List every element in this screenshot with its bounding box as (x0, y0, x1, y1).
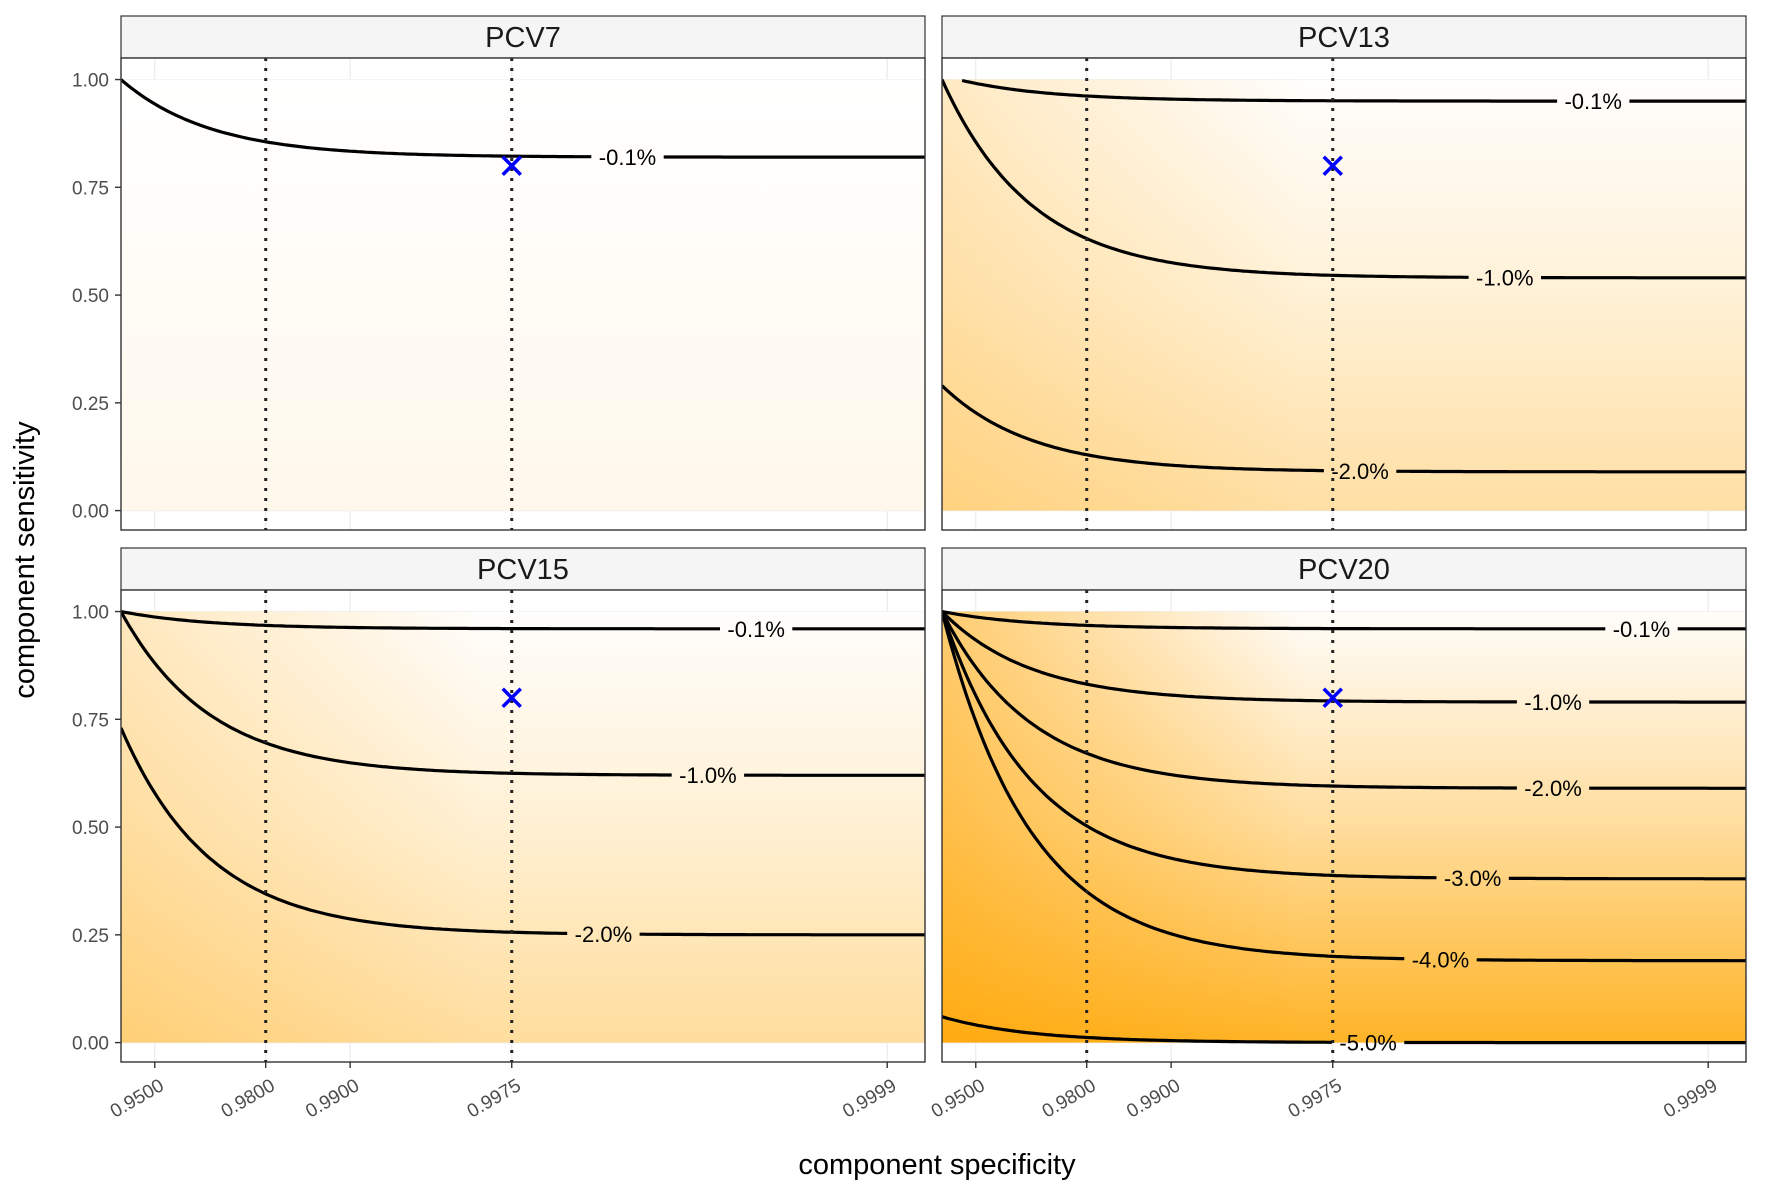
y-tick-label: 1.00 (72, 603, 109, 624)
x-tick-label: 0.9900 (302, 1075, 363, 1122)
marker-x (1322, 687, 1343, 709)
contour-line (121, 727, 925, 937)
y-tick-label: 1.00 (72, 71, 109, 92)
contour-line (942, 610, 1746, 704)
x-tick-label: 0.9500 (928, 1075, 989, 1122)
y-tick-label: 0.50 (72, 286, 109, 307)
x-tick-label: 0.9999 (839, 1075, 900, 1122)
panel-pcv20: PCV20 -0.1% -1.0% -2.0% -3.0% -4.0% -5.0% 0.950… (928, 547, 1747, 1122)
y-tick-label: 0.00 (72, 1034, 109, 1055)
contour-label: -1.0% (1524, 690, 1581, 715)
x-tick-label: 0.9500 (107, 1075, 168, 1122)
y-tick-label: 0.75 (72, 710, 109, 731)
contour-label: -2.0% (1331, 459, 1388, 484)
contour-line (121, 610, 925, 631)
contour-label: -5.0% (1339, 1030, 1396, 1055)
contour-line (942, 610, 1746, 631)
y-tick-label: 0.25 (72, 394, 109, 415)
x-tick-label: 0.9975 (1285, 1075, 1346, 1122)
contour-line (121, 78, 925, 159)
facet-strip-label: PCV7 (485, 22, 561, 54)
contour-line (121, 610, 925, 777)
heatmap-fill-overlay (942, 611, 1746, 1043)
contour-line (942, 611, 1746, 963)
contour-label: -4.0% (1412, 947, 1469, 972)
contour-line (942, 78, 1746, 280)
panel-border (120, 57, 926, 531)
facet-strip-label: PCV15 (477, 554, 569, 586)
y-tick-label: 0.75 (72, 178, 109, 199)
panel-border (120, 589, 926, 1063)
x-tick-label: 0.9800 (1039, 1075, 1100, 1122)
contour-line (942, 1015, 1746, 1045)
contour-label: -2.0% (575, 922, 632, 947)
y-tick-label: 0.00 (72, 502, 109, 523)
contour-line (942, 610, 1746, 790)
panels-layer: PCV7 -0.1% 0.00 0.25 0.50 0.75 1.00 PCV13 -0.1% -… (72, 15, 1747, 1122)
panel-pcv15: PCV15 -0.1% -1.0% -2.0% 0.00 0.25 0.50 0.75 1.00… (72, 547, 926, 1122)
y-axis-title: component sensitivity (9, 421, 41, 699)
contour-label: -0.1% (1564, 89, 1621, 114)
contour-label: -3.0% (1444, 866, 1501, 891)
x-axis-title: component specificity (798, 1149, 1076, 1181)
heatmap-fill-overlay (942, 79, 1746, 511)
contour-label: -1.0% (1476, 265, 1533, 290)
heatmap-fill-overlay (121, 611, 925, 1043)
facet-strip (941, 547, 1747, 591)
panel-pcv7: PCV7 -0.1% 0.00 0.25 0.50 0.75 1.00 (72, 15, 926, 531)
y-tick-label: 0.50 (72, 818, 109, 839)
contour-label: -2.0% (1524, 776, 1581, 801)
x-tick-label: 0.9900 (1123, 1075, 1184, 1122)
contour-label: -0.1% (599, 145, 656, 170)
facet-strip-label: PCV13 (1298, 22, 1390, 54)
marker-x (501, 687, 522, 709)
facet-strip (120, 15, 926, 59)
panel-border (941, 57, 1747, 531)
contour-line (961, 78, 1746, 103)
facet-strip (120, 547, 926, 591)
panel-border (941, 589, 1747, 1063)
marker-x (1322, 155, 1343, 176)
marker-x (501, 155, 522, 176)
heatmap-fill (121, 79, 925, 511)
contour-line (942, 384, 1746, 474)
contour-label: -0.1% (727, 617, 784, 642)
contour-line (942, 611, 1746, 881)
x-tick-label: 0.9800 (218, 1075, 279, 1122)
x-tick-label: 0.9975 (464, 1075, 525, 1122)
contour-label: -0.1% (1613, 617, 1670, 642)
y-tick-label: 0.25 (72, 926, 109, 947)
contour-label: -1.0% (679, 763, 736, 788)
facet-strip (941, 15, 1747, 59)
x-tick-label: 0.9999 (1660, 1075, 1721, 1122)
facet-strip-label: PCV20 (1298, 554, 1390, 586)
panel-pcv13: PCV13 -0.1% -1.0% -2.0% (941, 15, 1747, 531)
